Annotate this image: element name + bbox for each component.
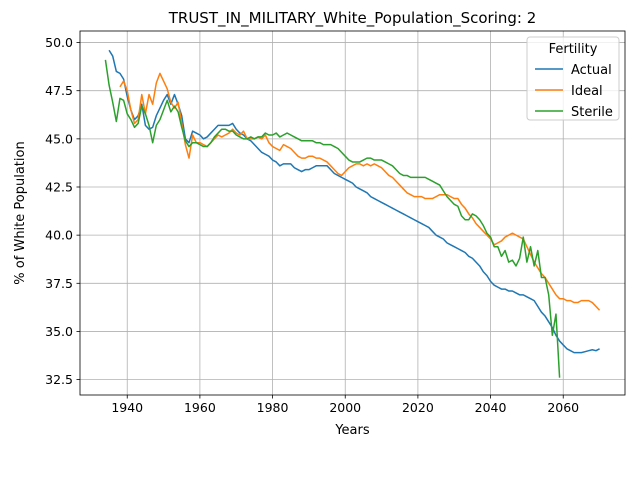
legend-label-actual: Actual <box>571 63 612 78</box>
series-line-ideal <box>119 72 601 311</box>
series-line-sterile <box>104 59 561 378</box>
chart-title: TRUST_IN_MILITARY_White_Population_Scori… <box>168 9 537 28</box>
y-tick-label: 47.5 <box>45 83 73 98</box>
y-tick-label: 35.0 <box>45 324 73 339</box>
legend-box <box>526 36 620 121</box>
ticks: 1940 1960 1980 2000 2020 2040 2060 32.5 35.0 37.5… <box>45 35 579 415</box>
y-tick-label: 42.5 <box>45 180 73 195</box>
y-tick-label: 45.0 <box>45 131 73 146</box>
y-tick-label: 37.5 <box>45 276 73 291</box>
x-tick-label: 2000 <box>329 400 361 415</box>
grid <box>80 31 625 395</box>
x-tick-label: 2020 <box>402 400 434 415</box>
series-layer <box>104 49 601 378</box>
x-tick-label: 1980 <box>257 400 289 415</box>
x-axis-title: Years <box>334 423 370 438</box>
legend-label-ideal: Ideal <box>571 84 603 99</box>
x-tick-label: 2040 <box>475 400 507 415</box>
y-tick-label: 50.0 <box>45 35 73 50</box>
y-tick-label: 32.5 <box>45 372 73 387</box>
legend-label-sterile: Sterile <box>571 105 613 120</box>
series-line-actual <box>108 49 600 354</box>
legend: Fertility Actual Ideal Sterile <box>526 36 620 121</box>
plot-frame <box>79 30 626 396</box>
y-tick-label: 40.0 <box>45 228 73 243</box>
legend-title: Fertility <box>549 42 598 57</box>
x-tick-label: 2060 <box>547 400 579 415</box>
x-tick-label: 1960 <box>184 400 216 415</box>
y-axis-title: % of White Population <box>13 141 28 284</box>
x-tick-label: 1940 <box>111 400 143 415</box>
